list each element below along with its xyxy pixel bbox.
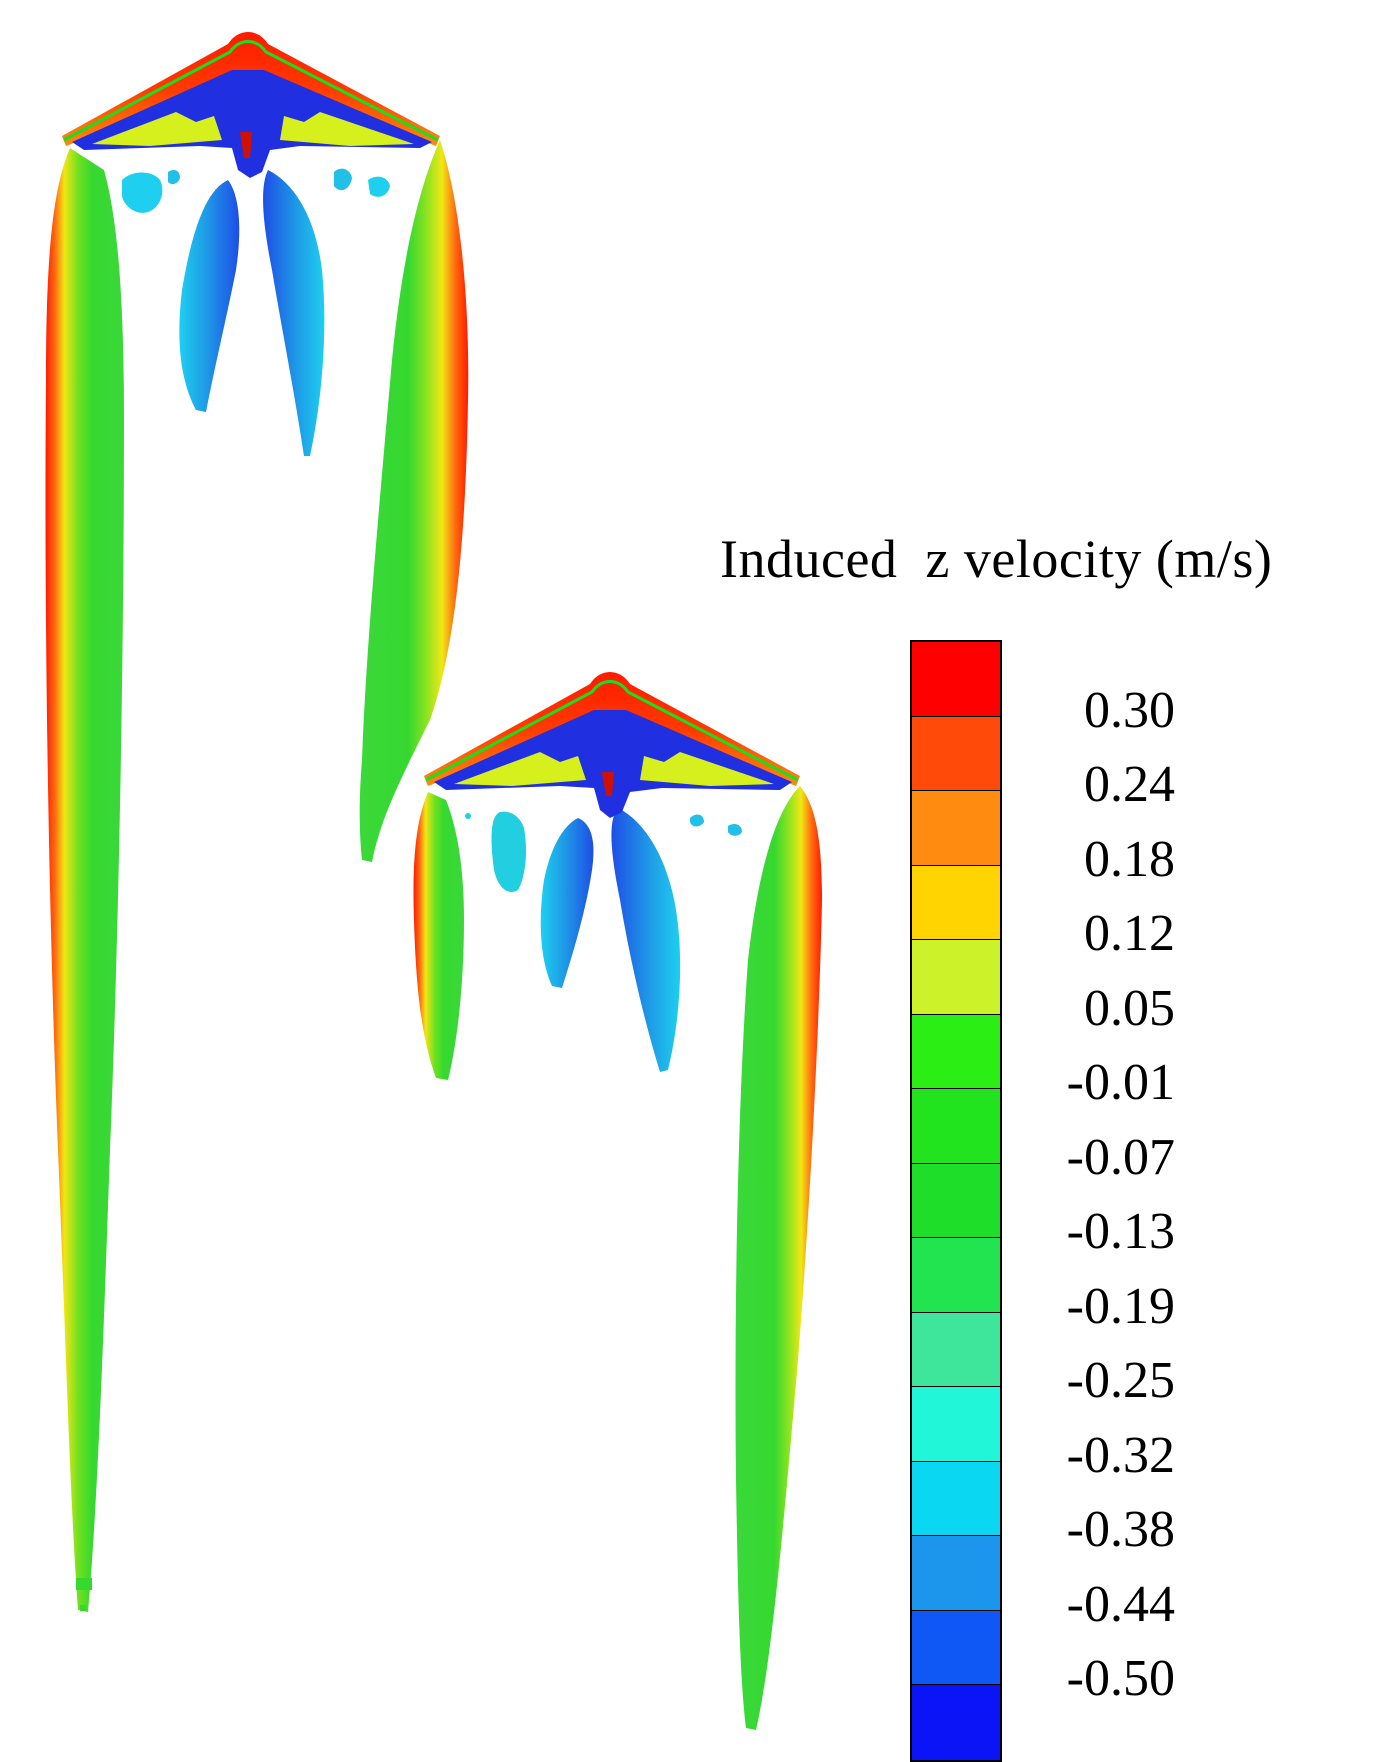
- rear-wing-underside: [434, 710, 792, 818]
- rear-wing-yellow-band: [454, 752, 586, 786]
- colorbar-swatch: [912, 642, 1000, 717]
- front-wing-yellow-band: [92, 112, 222, 146]
- rear-wing-red-edge: [602, 772, 614, 796]
- front-cyan-blob: [122, 172, 163, 213]
- front-cyan-blob: [334, 168, 352, 191]
- front-inner-vortex-right: [263, 170, 325, 456]
- front-aircraft-wake: [45, 32, 469, 1612]
- colorbar-tick-label: -0.07: [1066, 1128, 1175, 1186]
- front-wing-yellow-band: [280, 112, 414, 146]
- front-wing-leading-edge: [63, 40, 439, 142]
- rear-cyan-fragment: [465, 813, 471, 819]
- rear-cyan-fragment: [728, 824, 742, 836]
- front-inner-vortex-left: [179, 180, 240, 412]
- rear-right-tip-vortex: [735, 786, 822, 1730]
- colorbar-swatch: [912, 1461, 1000, 1536]
- colorbar-swatch: [912, 1312, 1000, 1387]
- colorbar-swatch: [912, 1685, 1000, 1760]
- rear-left-tip-vortex: [413, 792, 464, 1080]
- front-left-tip-fragment: [76, 1578, 92, 1590]
- rear-inner-vortex-left: [540, 818, 594, 988]
- rear-inner-vortex-right: [611, 808, 681, 1072]
- front-left-tip-vortex: [45, 148, 124, 1612]
- colorbar-swatch: [912, 716, 1000, 791]
- colorbar: [910, 640, 1002, 1762]
- front-left-tip-fragment: [80, 1605, 86, 1611]
- colorbar-swatch: [912, 1610, 1000, 1685]
- colorbar-tick-label: -0.44: [1066, 1575, 1175, 1633]
- colorbar-swatch: [912, 1387, 1000, 1462]
- colorbar-swatch: [912, 1238, 1000, 1313]
- rear-wing-yellow-band: [640, 752, 774, 786]
- rear-aircraft-wake: [413, 672, 822, 1730]
- colorbar-tick-label: 0.12: [1084, 905, 1175, 962]
- front-cyan-blob: [368, 176, 390, 197]
- rear-wing-leading-edge: [425, 680, 799, 782]
- colorbar-tick-label: -0.01: [1066, 1054, 1175, 1111]
- colorbar-swatch: [912, 1163, 1000, 1238]
- colorbar-swatch: [912, 1089, 1000, 1164]
- rear-cyan-fragment: [690, 814, 704, 827]
- legend-title: Induced z velocity (m/s): [720, 529, 1273, 589]
- colorbar-tick-label: -0.38: [1066, 1501, 1175, 1558]
- rear-wing-body: [424, 672, 800, 786]
- colorbar-tick-label: 0.05: [1084, 979, 1175, 1037]
- colorbar-tick-label: -0.19: [1066, 1277, 1175, 1335]
- colorbar-tick-label: 0.18: [1084, 830, 1175, 888]
- colorbar-swatch: [912, 940, 1000, 1015]
- front-cyan-blob: [168, 170, 180, 185]
- colorbar-tick-label: -0.25: [1066, 1352, 1175, 1409]
- colorbar-swatch: [912, 791, 1000, 866]
- front-wing-body: [62, 32, 440, 146]
- colorbar-swatch: [912, 1014, 1000, 1089]
- front-wing-underside: [72, 70, 432, 178]
- colorbar-tick-label: 0.30: [1084, 681, 1175, 739]
- colorbar-tick-label: -0.13: [1066, 1203, 1175, 1260]
- colorbar-tick-label: -0.50: [1066, 1650, 1175, 1707]
- colorbar-swatch: [912, 865, 1000, 940]
- front-right-tip-vortex: [359, 140, 469, 862]
- rear-cyan-vortex: [491, 811, 526, 892]
- colorbar-swatch: [912, 1536, 1000, 1611]
- colorbar-tick-label: 0.24: [1084, 756, 1175, 813]
- colorbar-tick-label: -0.32: [1066, 1426, 1175, 1484]
- front-wing-red-edge: [240, 132, 252, 158]
